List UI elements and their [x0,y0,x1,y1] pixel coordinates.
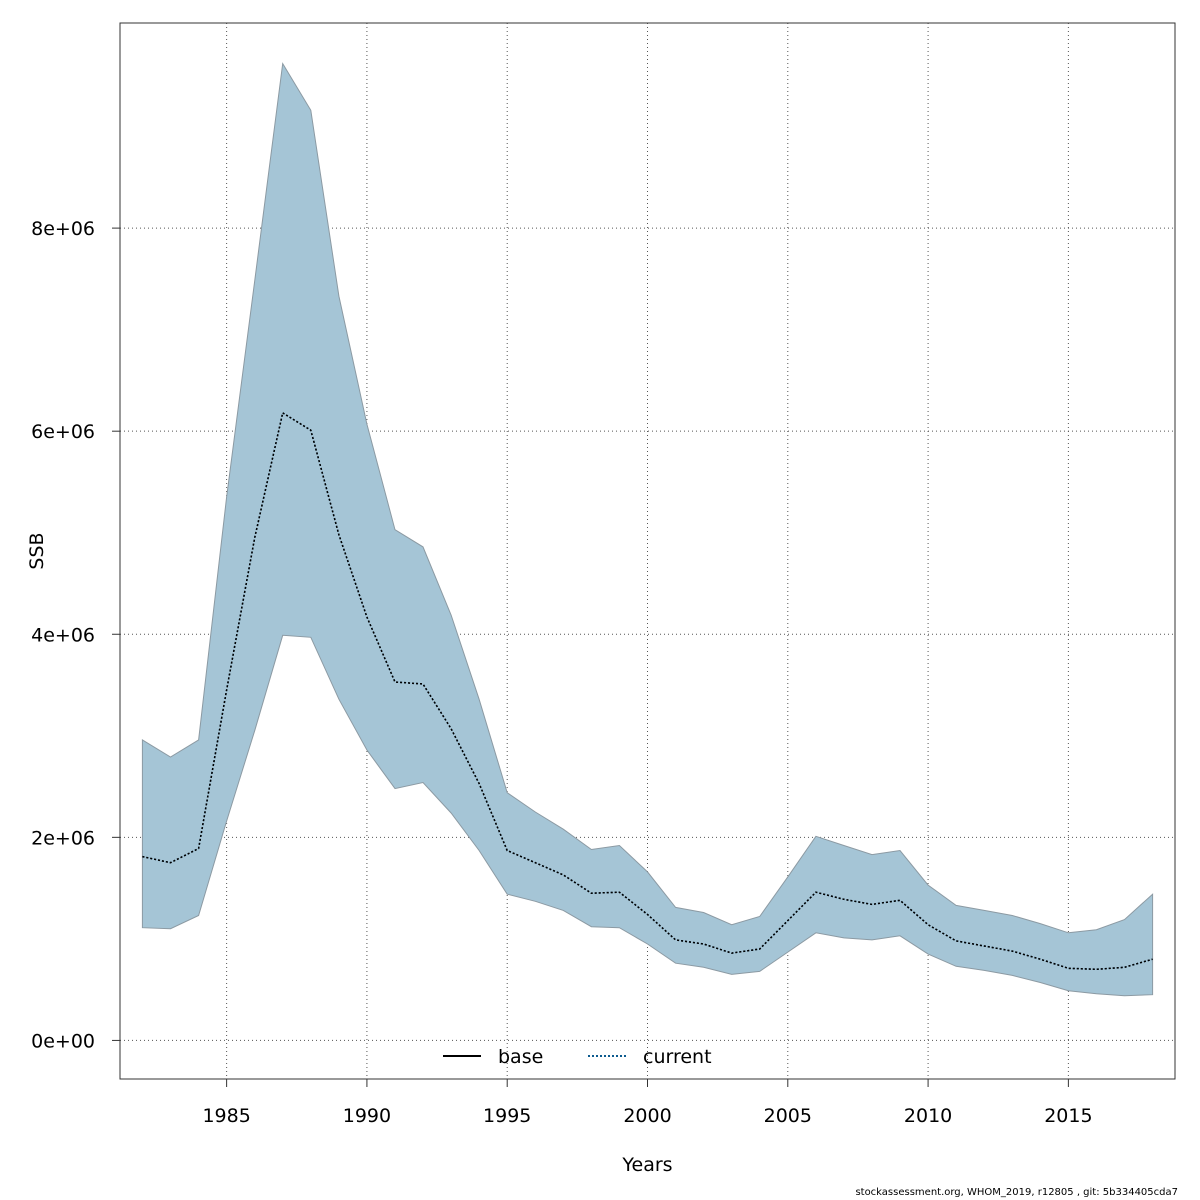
footer-credit: stockassessment.org, WHOM_2019, r12805 ,… [855,1187,1178,1198]
y-axis-title: SSB [26,532,48,569]
y-tick-label: 8e+06 [31,218,95,240]
y-tick-label: 2e+06 [31,827,95,849]
x-axis: 1985 1990 1995 2000 2005 2010 2015 [202,1079,1093,1127]
grid-lines [120,23,1175,1079]
confidence-band [141,62,1154,997]
x-tick-label: 2000 [623,1105,671,1127]
legend: base current [443,1046,712,1068]
x-tick-label: 2010 [904,1105,952,1127]
y-tick-label: 0e+00 [31,1030,95,1052]
x-axis-title: Years [621,1154,672,1176]
x-tick-label: 2005 [764,1105,812,1127]
x-tick-label: 1995 [483,1105,531,1127]
x-tick-label: 1990 [343,1105,391,1127]
legend-label-current: current [643,1046,712,1068]
y-tick-label: 4e+06 [31,624,95,646]
legend-label-base: base [498,1046,543,1068]
y-axis: 0e+00 2e+06 4e+06 6e+06 8e+06 [31,218,120,1052]
x-tick-label: 1985 [202,1105,250,1127]
series-line-current [142,411,1153,971]
y-tick-label: 6e+06 [31,421,95,443]
x-tick-label: 2015 [1044,1105,1092,1127]
